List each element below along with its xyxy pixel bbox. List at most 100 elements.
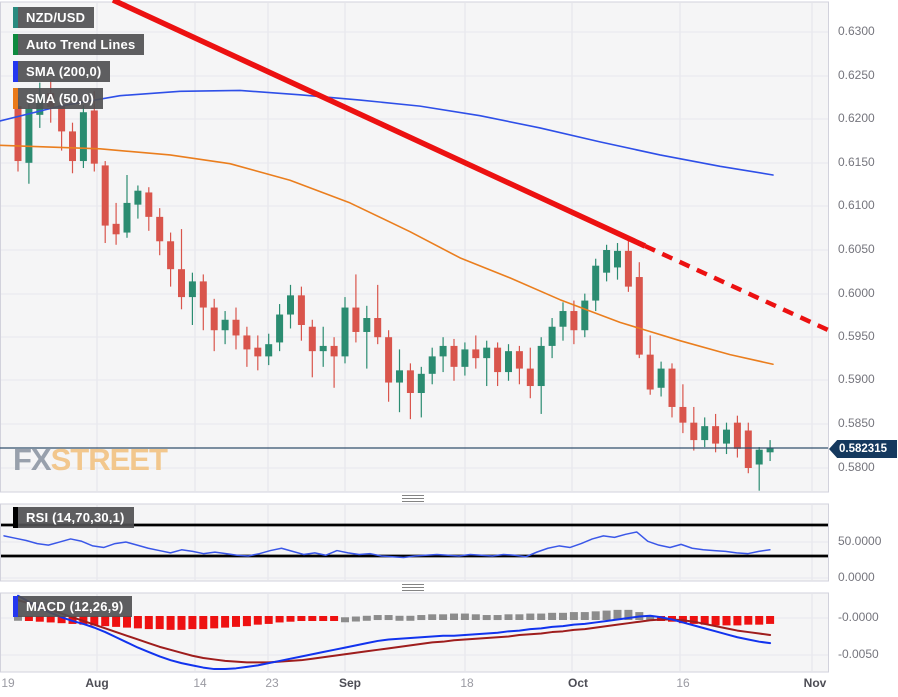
candle-body xyxy=(417,373,425,394)
x-axis-label: Sep xyxy=(338,676,362,690)
price-axis-label: 0.6100 xyxy=(838,198,875,212)
macd-histogram-bar xyxy=(700,616,709,625)
candle-body xyxy=(646,354,654,390)
x-axis-label: 14 xyxy=(193,676,207,690)
macd-histogram-bar xyxy=(210,616,219,629)
candle-body xyxy=(90,110,98,164)
macd-histogram-bar xyxy=(341,617,349,623)
price-axis-label: 0.6000 xyxy=(838,286,875,300)
legend-sma50[interactable]: SMA (50,0) xyxy=(13,88,103,109)
candle-body xyxy=(221,319,229,331)
legend-symbol[interactable]: NZD/USD xyxy=(13,7,95,28)
candle-body xyxy=(592,265,600,301)
candle-body xyxy=(690,422,698,441)
macd-histogram-bar xyxy=(580,612,589,620)
candle-body xyxy=(58,105,66,132)
fxstreet-watermark: FXSTREET xyxy=(13,442,168,477)
candle-body xyxy=(624,250,632,287)
macd-histogram-bar xyxy=(471,614,480,620)
sma200-line xyxy=(0,89,774,176)
x-axis-label: 19 xyxy=(1,676,15,690)
legend-auto-trend-lines[interactable]: Auto Trend Lines xyxy=(13,34,145,55)
macd-histogram-bar xyxy=(384,615,393,621)
legend-sma200-label: SMA (200,0) xyxy=(18,61,111,82)
macd-histogram-bar xyxy=(14,615,22,621)
price-axis-label: 0.5850 xyxy=(838,416,875,430)
candle-body xyxy=(134,190,142,205)
macd-histogram-bar xyxy=(308,616,317,621)
legend-sma50-label: SMA (50,0) xyxy=(18,88,103,109)
trend-color-bar xyxy=(13,34,18,55)
panel-resize-handle[interactable] xyxy=(402,584,424,592)
candle-body xyxy=(352,307,360,332)
macd-histogram-bar xyxy=(133,616,142,629)
candle-body xyxy=(385,337,393,383)
macd-histogram-bar xyxy=(755,616,764,625)
macd-color-bar xyxy=(13,596,18,617)
candle-body xyxy=(254,347,262,357)
macd-histogram-bar xyxy=(112,616,121,627)
macd-histogram-bar xyxy=(722,616,731,626)
macd-histogram-bar xyxy=(35,616,44,622)
panel-resize-handle[interactable] xyxy=(402,495,424,503)
symbol-color-bar xyxy=(13,7,18,28)
x-axis-label: 16 xyxy=(676,676,690,690)
candle-body xyxy=(341,307,349,357)
candle-body xyxy=(363,318,371,332)
macd-histogram-bar xyxy=(559,612,567,620)
macd-line xyxy=(17,594,772,671)
candle-body xyxy=(461,349,469,367)
macd-histogram-bar xyxy=(90,616,99,626)
candle-body xyxy=(396,370,403,383)
macd-axis-label: -0.0050 xyxy=(838,647,879,661)
macd-histogram-bar xyxy=(613,609,622,620)
candle-body xyxy=(297,295,305,325)
macd-histogram-bar xyxy=(297,616,306,621)
candle-body xyxy=(308,326,316,352)
macd-histogram-bar xyxy=(199,616,208,630)
macd-histogram-bar xyxy=(362,615,371,621)
candle-body xyxy=(178,269,185,298)
macd-histogram-bar xyxy=(101,616,110,627)
price-axis-label: 0.6050 xyxy=(838,242,875,256)
candle-body xyxy=(570,311,578,331)
sma50-line xyxy=(0,144,774,366)
candle-body xyxy=(614,250,621,268)
rsi-color-bar xyxy=(13,507,18,528)
chart-panel-0 xyxy=(0,1,829,493)
legend-rsi[interactable]: RSI (14,70,30,1) xyxy=(13,507,134,528)
macd-histogram-bar xyxy=(766,616,775,624)
macd-histogram-bar xyxy=(275,616,284,623)
macd-histogram-bar xyxy=(744,616,753,625)
macd-histogram-bar xyxy=(242,616,251,627)
legend-sma200[interactable]: SMA (200,0) xyxy=(13,61,111,82)
x-axis-label: 18 xyxy=(460,676,474,690)
macd-histogram-bar xyxy=(460,613,469,620)
sma50-color-bar xyxy=(13,88,18,109)
legend-rsi-label: RSI (14,70,30,1) xyxy=(18,507,134,528)
trend-line-solid[interactable] xyxy=(111,0,647,249)
candle-body xyxy=(123,202,131,233)
macd-histogram-bar xyxy=(711,616,720,626)
candle-body xyxy=(25,108,33,163)
macd-histogram-bar xyxy=(504,614,513,620)
candle-body xyxy=(428,356,436,374)
candle-body xyxy=(265,344,273,357)
legend-macd[interactable]: MACD (12,26,9) xyxy=(13,596,133,617)
macd-histogram-bar xyxy=(482,615,491,621)
macd-histogram-bar xyxy=(450,613,458,620)
candle-body xyxy=(744,430,752,468)
x-axis-label: Aug xyxy=(85,676,109,690)
candle-body xyxy=(635,277,643,355)
price-axis-label: 0.6300 xyxy=(838,24,875,38)
candle-body xyxy=(319,345,327,352)
legend-trend-label: Auto Trend Lines xyxy=(18,34,145,55)
macd-histogram-bar xyxy=(144,616,153,630)
trend-line-dashed[interactable] xyxy=(644,243,829,333)
macd-histogram-bar xyxy=(733,616,742,626)
macd-signal-line xyxy=(17,599,772,664)
candle-body xyxy=(243,335,251,350)
price-axis-label: 0.6200 xyxy=(838,111,875,125)
candle-body xyxy=(581,300,589,331)
